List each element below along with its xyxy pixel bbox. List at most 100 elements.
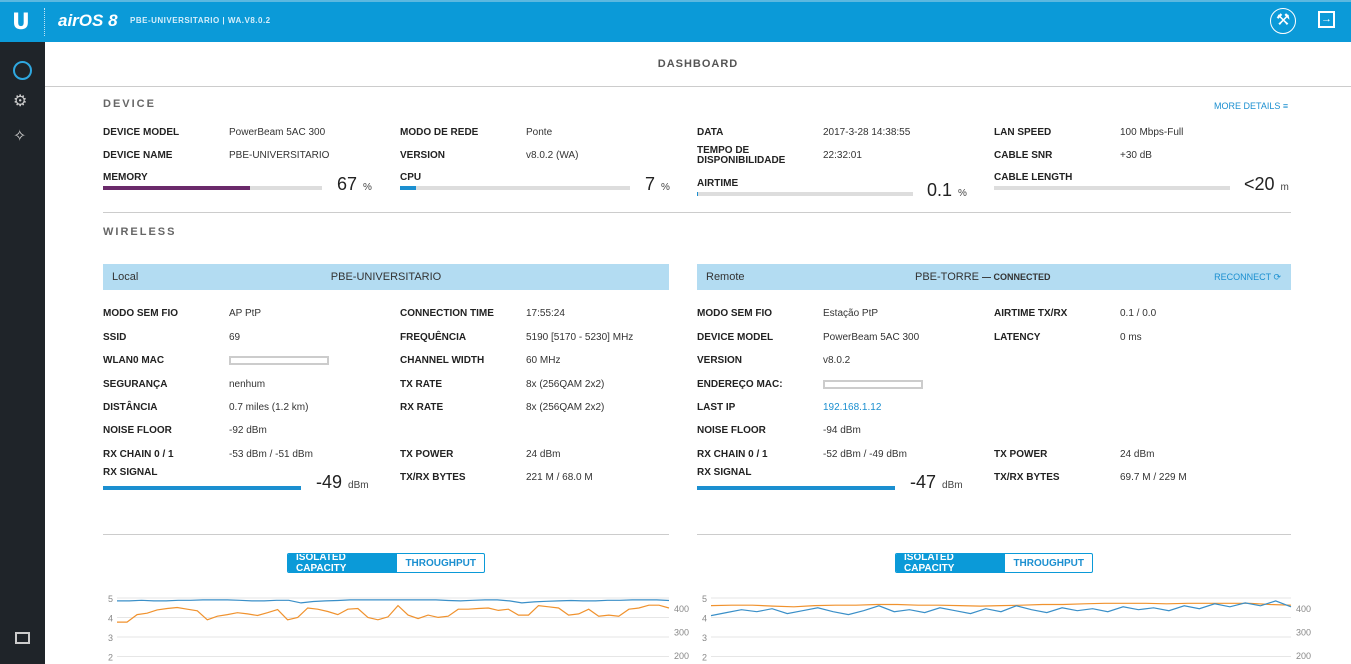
local-field-value: -53 dBm / -51 dBm — [229, 449, 313, 460]
rx-signal-value: -49 dBm — [316, 472, 369, 493]
remote-field-label: RX CHAIN 0 / 1 — [697, 449, 768, 460]
right-tick-label: 300 — [674, 628, 689, 638]
settings-gears-icon[interactable]: ⚙ — [13, 93, 28, 110]
remote-field-label: LAST IP — [697, 402, 736, 413]
dashboard-icon[interactable] — [13, 61, 32, 80]
meter-value: 0.1% — [927, 180, 967, 201]
sidebar: ⚙ ✧ — [0, 42, 45, 664]
remote-field-value: v8.0.2 — [823, 355, 851, 366]
local-field-value: 5190 [5170 - 5230] MHz — [526, 332, 634, 343]
log-icon[interactable] — [15, 632, 30, 644]
left-tick-label: 2 — [108, 653, 113, 663]
capacity-chart: 5 4 3 2 400 300 200 — [702, 594, 1311, 663]
meter-value-number: <20 — [1244, 174, 1275, 194]
meter-unit: m — [1280, 182, 1289, 193]
local-field-label: CHANNEL WIDTH — [400, 355, 485, 366]
device-field-value: 2017-3-28 14:38:55 — [823, 127, 911, 138]
remote-field-value: Estação PtP — [823, 308, 879, 319]
product-logo: airOS 8 — [58, 11, 118, 30]
rx-signal-bar — [697, 486, 895, 490]
local-field-label: RX RATE — [400, 402, 444, 413]
more-details-link[interactable]: MORE DETAILS ≡ — [1214, 101, 1289, 111]
blue-series-line — [710, 600, 1292, 617]
local-field-value: -92 dBm — [229, 425, 267, 436]
device-field-label: MODO DE REDE — [400, 127, 479, 138]
section-divider — [103, 212, 1291, 213]
top-bar: U airOS 8 PBE-UNIVERSITARIO | WA.V8.0.2 … — [0, 0, 1351, 42]
connection-status: — CONNECTED — [982, 272, 1051, 282]
chart-mode-toggle: ISOLATED CAPACITY THROUGHPUT — [287, 553, 485, 573]
device-field-label: DEVICE NAME — [103, 150, 173, 161]
meter-value-number: 67 — [337, 174, 358, 194]
left-tick-label: 4 — [702, 614, 707, 624]
local-field-value: nenhum — [229, 379, 266, 390]
remote-field-label: TX/RX BYTES — [994, 472, 1060, 483]
remote-field-value: 0 ms — [1120, 332, 1142, 343]
local-field-value: 221 M / 68.0 M — [526, 472, 593, 483]
remote-label: Remote — [706, 271, 745, 283]
local-field-label: TX/RX BYTES — [400, 472, 466, 483]
right-tick-label: 300 — [1296, 628, 1311, 638]
meter-unit: % — [661, 182, 670, 193]
tab-isolated-capacity[interactable]: ISOLATED CAPACITY — [288, 554, 398, 572]
reconnect-button[interactable]: RECONNECT ⟳ — [1214, 272, 1281, 282]
tools-icon[interactable]: ⚒ — [1270, 8, 1296, 34]
tab-throughput[interactable]: THROUGHPUT — [405, 557, 476, 569]
meter-bar — [103, 186, 322, 190]
meter-label-cpu: CPU — [400, 172, 422, 183]
meter-bar-fill — [103, 186, 250, 190]
left-tick-label: 5 — [702, 594, 707, 604]
left-tick-label: 4 — [108, 614, 113, 624]
remote-field-value: PowerBeam 5AC 300 — [823, 332, 920, 343]
local-field-label: NOISE FLOOR — [103, 425, 172, 436]
rx-signal-value: -47 dBm — [910, 472, 963, 493]
remote-field-value[interactable]: 192.168.1.12 — [823, 402, 882, 413]
orange-series-line — [117, 604, 670, 623]
tab-isolated-capacity[interactable]: ISOLATED CAPACITY — [896, 554, 1006, 572]
wizard-wand-icon[interactable]: ✧ — [13, 128, 27, 145]
left-tick-label: 3 — [702, 633, 707, 643]
local-field-value: 17:55:24 — [526, 308, 565, 319]
local-field-value: 60 MHz — [526, 355, 561, 366]
remote-field-label: AIRTIME TX/RX — [994, 308, 1068, 319]
meter-value: 7% — [645, 174, 670, 195]
local-panel-header: Local PBE-UNIVERSITARIO — [103, 264, 669, 290]
remote-field-value: 24 dBm — [1120, 449, 1155, 460]
device-field-value: Ponte — [526, 127, 553, 138]
local-field-label: CONNECTION TIME — [400, 308, 494, 319]
rx-signal-bar — [103, 486, 301, 490]
rx-signal-label: RX SIGNAL — [697, 467, 752, 478]
device-field-value: PBE-UNIVERSITARIO — [229, 150, 330, 161]
device-field-value: 22:32:01 — [823, 150, 862, 161]
wireless-section-title: WIRELESS — [103, 226, 177, 238]
local-field-value: 0.7 miles (1.2 km) — [229, 402, 309, 413]
title-divider — [45, 86, 1351, 87]
device-field-label: CABLE SNR — [994, 150, 1053, 161]
left-tick-label: 5 — [108, 594, 113, 604]
local-field-label: WLAN0 MAC — [103, 355, 165, 366]
device-field-value: +30 dB — [1120, 150, 1152, 161]
orange-series-line — [710, 602, 1292, 608]
local-field-label: RX CHAIN 0 / 1 — [103, 449, 174, 460]
device-field-value: v8.0.2 (WA) — [526, 150, 579, 161]
tab-throughput[interactable]: THROUGHPUT — [1013, 557, 1084, 569]
device-section-title: DEVICE — [103, 98, 156, 110]
meter-label-airtime: AIRTIME — [697, 178, 739, 189]
device-field-label: LAN SPEED — [994, 127, 1052, 138]
meter-label-cable-length: CABLE LENGTH — [994, 172, 1073, 183]
rx-signal-unit: dBm — [348, 480, 369, 491]
local-field-label: MODO SEM FIO — [103, 308, 178, 319]
rx-signal-number: -49 — [316, 472, 343, 492]
meter-unit: % — [958, 188, 967, 199]
local-label: Local — [112, 271, 139, 283]
meter-bar — [697, 192, 913, 196]
meter-value: <20 m — [1244, 174, 1289, 195]
redacted-mac-value — [823, 380, 923, 389]
meter-label-memory: MEMORY — [103, 172, 148, 183]
logout-icon[interactable]: → — [1318, 11, 1335, 28]
device-field-label: DEVICE MODEL — [103, 127, 180, 138]
remote-field-value: 0.1 / 0.0 — [1120, 308, 1157, 319]
blue-series-line — [117, 599, 670, 604]
ubiquiti-logo[interactable]: U — [12, 10, 30, 35]
remote-panel-header: Remote PBE-TORRE — CONNECTED RECONNECT ⟳ — [697, 264, 1291, 290]
